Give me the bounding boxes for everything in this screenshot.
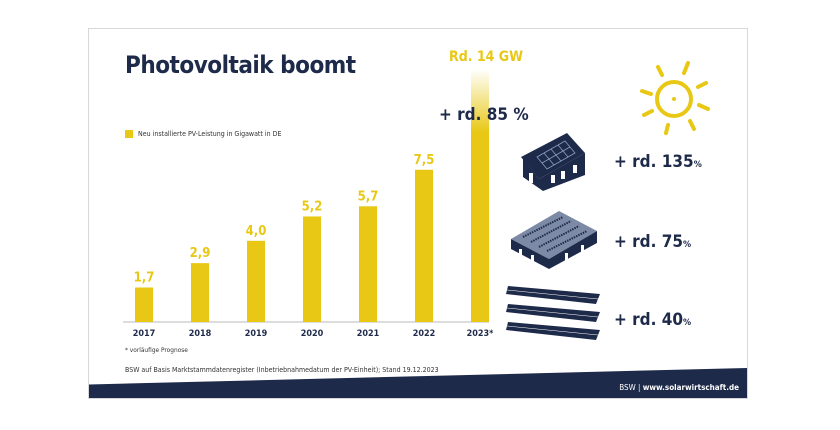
legend-label: Neu installierte PV-Leistung in Gigawatt… (138, 130, 282, 138)
growth-rooftop-text: + rd. 135 (614, 152, 694, 172)
data-label: 2,9 (190, 246, 211, 261)
data-label: 4,0 (246, 224, 267, 239)
growth-rooftop: + rd. 135% (614, 152, 702, 172)
bar-2019 (247, 240, 265, 322)
x-tick-label: 2020 (301, 329, 324, 339)
footer-text: BSW | www.solarwirtschaft.de (619, 383, 739, 392)
sun-icon (640, 61, 710, 135)
total-2023-label: Rd. 14 GW (449, 49, 524, 65)
data-label: 5,7 (358, 189, 379, 204)
bar-2023* (471, 69, 489, 322)
infographic-card: Photovoltaik boomt Neu installierte PV-L… (88, 28, 748, 399)
x-tick-label: 2023* (467, 329, 495, 339)
footer-url[interactable]: www.solarwirtschaft.de (642, 383, 739, 392)
x-tick-label: 2021 (357, 329, 380, 339)
growth-total-text: + rd. 85 % (439, 105, 529, 125)
growth-commercial: + rd. 75% (614, 232, 691, 252)
source-note: BSW auf Basis Marktstammdatenregister (I… (125, 366, 439, 374)
commercial-roof-pv-icon (511, 211, 597, 269)
x-tick-label: 2017 (133, 329, 156, 339)
bar-2020 (303, 216, 321, 322)
growth-commercial-text: + rd. 75 (614, 232, 684, 252)
growth-ground: + rd. 40% (614, 310, 691, 330)
growth-ground-unit: % (683, 318, 692, 328)
x-tick-label: 2022 (413, 329, 436, 339)
growth-rooftop-unit: % (693, 160, 702, 170)
x-tick-label: 2019 (245, 329, 268, 339)
data-label: 7,5 (414, 153, 435, 168)
bar-chart: 1,7 2017 2,9 2018 4,0 2019 5,2 2020 5,7 2021 7,5 20… (123, 69, 495, 339)
bar-2017 (135, 287, 153, 322)
x-tick-label: 2018 (189, 329, 212, 339)
footnote: * vorläufige Prognose (125, 346, 188, 354)
data-label: 5,2 (302, 199, 323, 214)
bar-2022 (415, 169, 433, 322)
legend: Neu installierte PV-Leistung in Gigawatt… (125, 130, 281, 138)
footer-org: BSW | (619, 383, 641, 392)
ground-mounted-pv-icon (506, 286, 600, 340)
bar-2021 (359, 206, 377, 322)
growth-commercial-unit: % (683, 240, 692, 250)
page-title: Photovoltaik boomt (125, 51, 356, 79)
bar-2018 (191, 263, 209, 322)
growth-ground-text: + rd. 40 (614, 310, 684, 330)
house-rooftop-pv-icon (521, 133, 585, 191)
growth-total: + rd. 85 % (439, 105, 529, 125)
legend-swatch (125, 130, 133, 138)
data-label: 1,7 (134, 270, 155, 285)
